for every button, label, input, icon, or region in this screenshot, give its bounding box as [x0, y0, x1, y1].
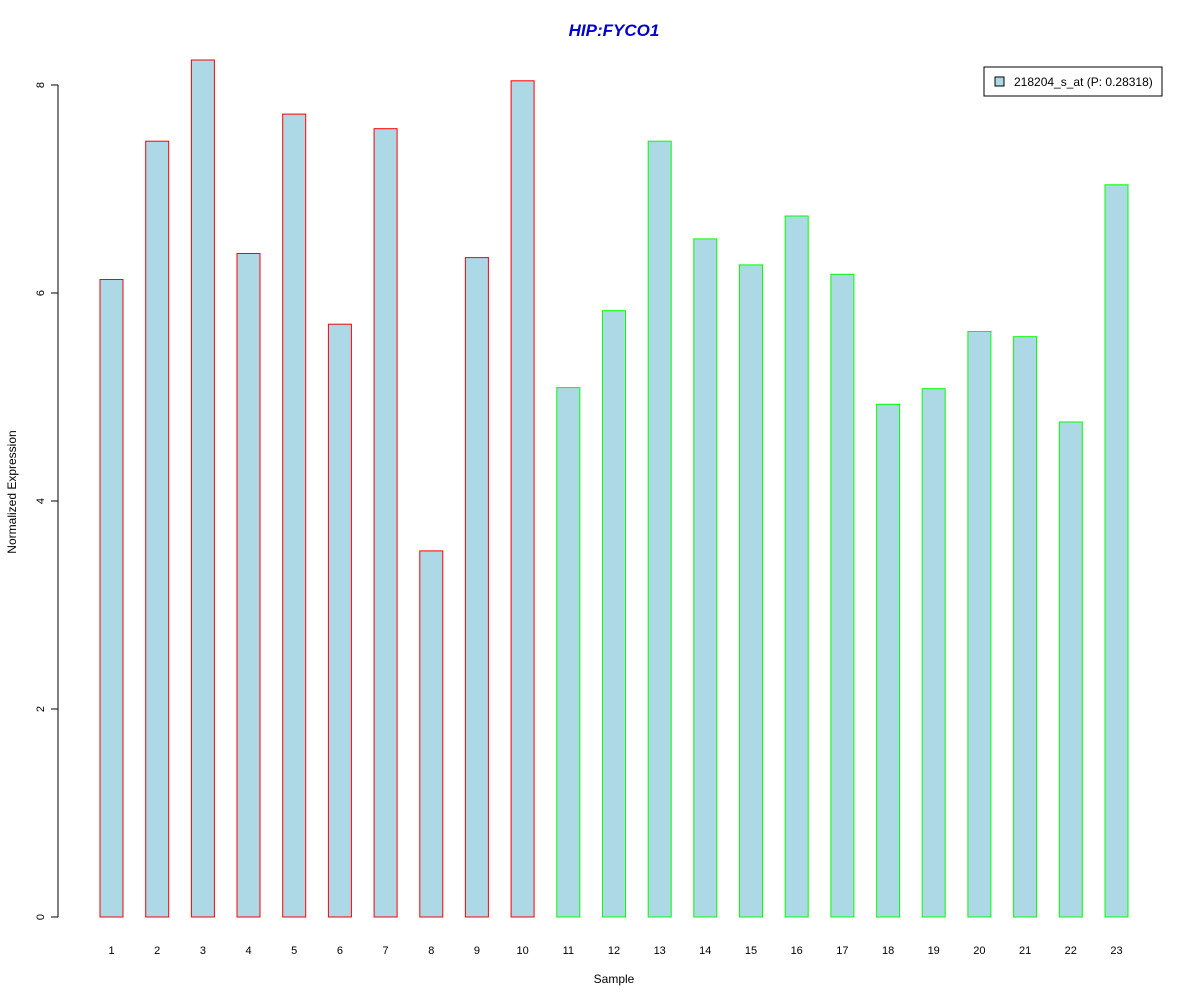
y-tick-label: 2: [35, 706, 47, 712]
bar-sample-20: [967, 331, 992, 918]
y-tick-label: 6: [35, 290, 47, 296]
x-tick-label: 20: [973, 945, 985, 957]
bar-sample-9: [464, 257, 489, 918]
bar-sample-5: [282, 113, 307, 918]
x-tick-label: 1: [108, 945, 114, 957]
y-tick-label: 8: [35, 82, 47, 88]
x-tick-label: 16: [791, 945, 803, 957]
legend-label: 218204_s_at (P: 0.28318): [1014, 75, 1153, 89]
bar-sample-6: [327, 323, 352, 918]
legend: 218204_s_at (P: 0.28318): [983, 66, 1163, 97]
x-tick-label: 18: [882, 945, 894, 957]
bar-sample-18: [876, 403, 901, 918]
legend-box: [983, 66, 1163, 97]
bar-sample-4: [236, 253, 261, 918]
y-tick-label: 4: [35, 498, 47, 504]
bar-sample-10: [510, 80, 535, 918]
bar-sample-17: [830, 273, 855, 918]
bar-sample-15: [739, 264, 763, 918]
legend-swatch: [994, 76, 1005, 87]
bar-sample-19: [921, 388, 946, 918]
x-tick-label: 23: [1110, 945, 1122, 957]
x-tick-label: 15: [745, 945, 757, 957]
bar-sample-2: [145, 140, 170, 918]
x-tick-label: 4: [245, 945, 251, 957]
x-tick-label: 2: [154, 945, 160, 957]
x-tick-label: 9: [474, 945, 480, 957]
x-tick-label: 12: [608, 945, 620, 957]
bar-sample-1: [99, 279, 124, 918]
chart-title: HIP:FYCO1: [569, 21, 660, 40]
x-tick-label: 21: [1019, 945, 1031, 957]
y-axis: 0 2 4 6 8: [35, 82, 59, 920]
x-tick-label: 13: [654, 945, 666, 957]
x-tick-label: 17: [836, 945, 848, 957]
x-tick-label: 10: [516, 945, 528, 957]
bar-sample-11: [556, 387, 581, 918]
x-tick-label: 19: [928, 945, 940, 957]
x-tick-label: 8: [428, 945, 434, 957]
x-axis-labels: 1 2 3 4 5 6 7 8 9 10 11 12 13 14 15 16 17 18 19 20 21 22 23: [108, 945, 1122, 957]
x-tick-label: 5: [291, 945, 297, 957]
bar-sample-22: [1058, 421, 1083, 918]
x-tick-label: 14: [699, 945, 711, 957]
x-axis-title: Sample: [594, 972, 635, 986]
x-tick-label: 22: [1065, 945, 1077, 957]
x-tick-label: 6: [337, 945, 343, 957]
bar-sample-23: [1104, 184, 1129, 918]
x-tick-label: 11: [563, 945, 574, 957]
x-tick-label: 3: [200, 945, 206, 957]
bars: [99, 59, 1129, 918]
bar-sample-12: [602, 310, 626, 918]
y-axis-title: Normalized Expression: [5, 430, 19, 553]
bar-sample-8: [419, 550, 444, 918]
bar-sample-16: [784, 215, 809, 918]
bar-sample-7: [373, 128, 398, 918]
bar-sample-13: [647, 140, 672, 918]
x-tick-label: 7: [383, 945, 389, 957]
y-tick-label: 0: [35, 914, 47, 920]
bar-sample-14: [693, 238, 718, 918]
bar-sample-3: [190, 59, 215, 918]
bar-sample-21: [1013, 336, 1038, 918]
